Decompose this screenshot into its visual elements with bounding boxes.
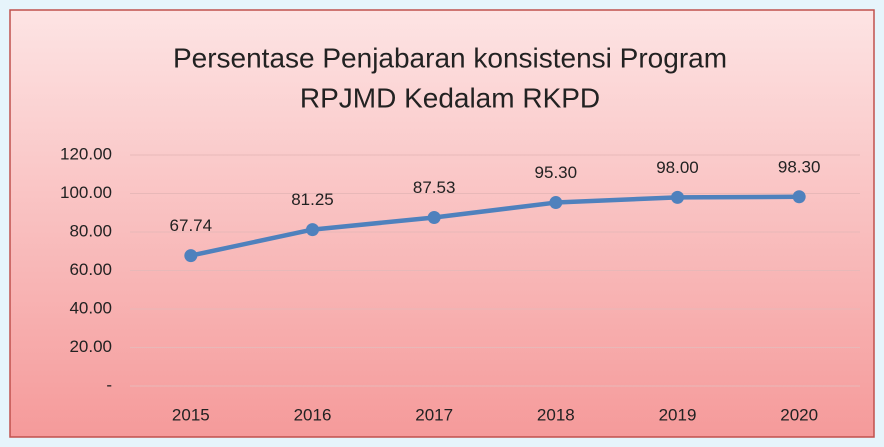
y-tick-label: 80.00 bbox=[69, 221, 112, 240]
x-tick-label: 2020 bbox=[780, 405, 818, 424]
x-tick-label: 2015 bbox=[172, 405, 210, 424]
data-label: 98.00 bbox=[656, 158, 699, 177]
data-label: 81.25 bbox=[291, 190, 334, 209]
y-tick-label: 20.00 bbox=[69, 337, 112, 356]
chart-title: RPJMD Kedalam RKPD bbox=[300, 82, 600, 113]
y-tick-label: 100.00 bbox=[60, 183, 112, 202]
data-label: 67.74 bbox=[170, 216, 213, 235]
line bbox=[190, 194, 800, 258]
y-tick-label: 40.00 bbox=[69, 298, 112, 317]
marker bbox=[671, 190, 684, 204]
marker bbox=[427, 211, 441, 225]
data-label: 87.53 bbox=[413, 178, 456, 197]
chart-frame bbox=[9, 9, 875, 438]
marker bbox=[792, 190, 806, 204]
y-tick-label: 120.00 bbox=[60, 144, 112, 163]
data-label: 95.30 bbox=[535, 163, 578, 182]
marker bbox=[549, 196, 563, 210]
x-tick-label: 2018 bbox=[537, 405, 575, 424]
chart-title: Persentase Penjabaran konsistensi Progra… bbox=[173, 42, 727, 73]
y-tick-label: 60.00 bbox=[69, 260, 112, 279]
data-label: 98.30 bbox=[778, 157, 821, 176]
y-tick-label: - bbox=[106, 375, 112, 394]
marker bbox=[306, 223, 319, 237]
x-tick-label: 2017 bbox=[415, 405, 453, 424]
x-tick-label: 2016 bbox=[294, 405, 332, 424]
marker bbox=[184, 249, 198, 263]
x-tick-label: 2019 bbox=[659, 405, 697, 424]
